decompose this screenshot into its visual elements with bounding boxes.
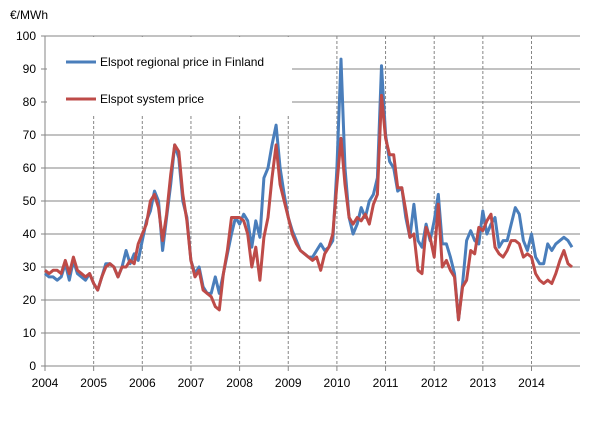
y-axis-label: €/MWh	[10, 8, 48, 22]
x-tick-label: 2014	[518, 376, 545, 390]
legend: Elspot regional price in Finland Elspot …	[66, 55, 264, 106]
x-tick-label: 2012	[421, 376, 448, 390]
y-tick-label: 90	[23, 62, 37, 76]
y-tick-label: 40	[23, 227, 37, 241]
y-tick-label: 80	[23, 95, 37, 109]
y-tick-label: 70	[23, 128, 37, 142]
x-tick-label: 2010	[324, 376, 351, 390]
x-tick-label: 2007	[178, 376, 205, 390]
x-axis: 2004 2005 2006 2007 2008 2009 2010 2011 2012 2013…	[32, 376, 546, 390]
legend-background	[47, 37, 292, 116]
legend-label-system: Elspot system price	[100, 92, 204, 106]
x-tick-label: 2006	[129, 376, 156, 390]
gridlines	[41, 35, 580, 371]
y-tick-label: 10	[23, 326, 37, 340]
x-tick-label: 2005	[80, 376, 107, 390]
y-tick-label: 20	[23, 293, 37, 307]
x-tick-label: 2013	[469, 376, 496, 390]
x-tick-label: 2011	[373, 376, 399, 390]
y-tick-label: 30	[23, 260, 37, 274]
y-tick-label: 100	[16, 29, 36, 43]
x-tick-label: 2008	[226, 376, 253, 390]
x-tick-label: 2009	[275, 376, 302, 390]
y-tick-label: 60	[23, 161, 37, 175]
legend-label-finland: Elspot regional price in Finland	[100, 55, 264, 69]
series-group	[44, 57, 574, 322]
x-tick-label: 2004	[32, 376, 59, 390]
y-tick-label: 0	[29, 359, 36, 373]
y-axis: 0 10 20 30 40 50 60 70 80 90 100	[16, 29, 36, 373]
series-line-system	[44, 93, 573, 322]
y-tick-label: 50	[23, 194, 37, 208]
